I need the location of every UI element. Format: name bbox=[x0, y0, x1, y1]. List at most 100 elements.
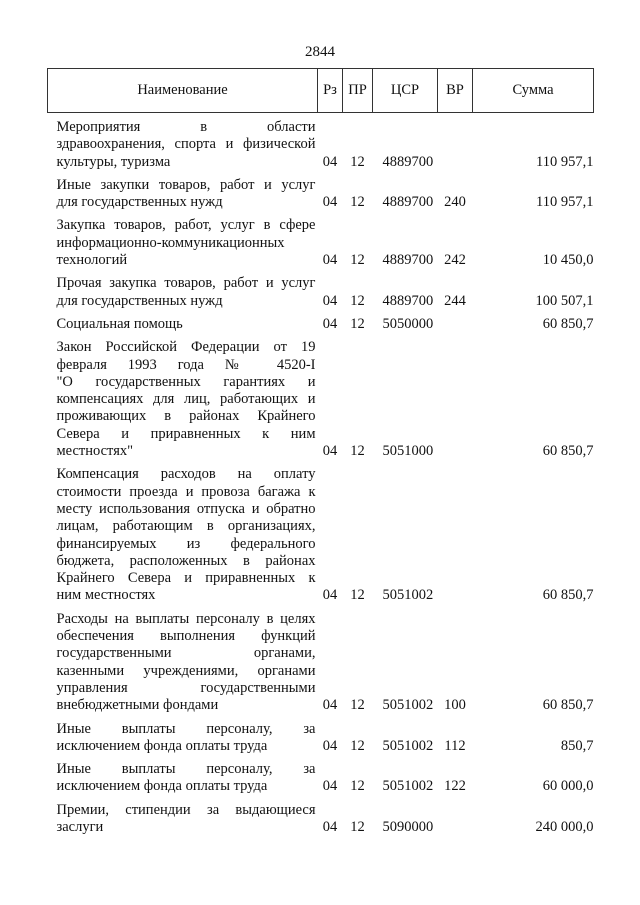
row-rz: 04 bbox=[322, 587, 338, 604]
header-rz: Рз bbox=[317, 68, 343, 113]
row-name: Иные закупки товаров, работ и услуг для г… bbox=[48, 171, 318, 212]
row-rz: 04 bbox=[322, 778, 338, 795]
row-name-line: Расходы на выплаты персоналу в целях bbox=[56, 610, 316, 627]
row-vr bbox=[438, 460, 473, 604]
row-csr: 4889700 bbox=[382, 153, 434, 170]
row-name-line: проживающих в районах Крайнего bbox=[56, 408, 316, 425]
row-pr: 12 bbox=[350, 252, 365, 269]
row-pr: 12 bbox=[350, 818, 365, 835]
row-sum: 60 850,7 bbox=[542, 443, 594, 460]
row-vr: 240 bbox=[444, 194, 466, 211]
row-csr: 5090000 bbox=[382, 818, 434, 835]
table-header: Наименование Рз ПР ЦСР ВР Сумма bbox=[47, 68, 594, 113]
table-row: Премии, стипендии за выдающиеся заслуги 04… bbox=[48, 796, 594, 837]
row-name-line: информационно-коммуникационных bbox=[56, 234, 285, 251]
table-row: Иные закупки товаров, работ и услуг для г… bbox=[48, 171, 594, 212]
row-csr: 5051000 bbox=[382, 443, 434, 460]
row-name-line: стоимости проезда и провоза багажа к bbox=[56, 483, 316, 500]
table-row: Мероприятия в области здравоохранения, сп… bbox=[48, 113, 594, 171]
row-sum: 110 957,1 bbox=[536, 194, 594, 211]
row-name-line: культуры, туризма bbox=[56, 153, 171, 170]
row-sum: 60 000,0 bbox=[542, 778, 594, 795]
row-name-line: Иные выплаты персоналу, за bbox=[56, 761, 316, 778]
row-name-line: заслуги bbox=[56, 818, 104, 835]
row-sum: 60 850,7 bbox=[542, 587, 594, 604]
row-pr: 12 bbox=[350, 587, 365, 604]
row-name: Иные выплаты персоналу, за исключением фо… bbox=[48, 755, 318, 796]
row-sum: 60 850,7 bbox=[542, 315, 594, 332]
row-name-line: компенсациях для лиц, работающих и bbox=[56, 391, 316, 408]
row-vr bbox=[438, 796, 473, 837]
row-name-line: месту использования отпуска и обратно bbox=[56, 500, 316, 517]
row-sum: 10 450,0 bbox=[542, 252, 594, 269]
row-sum: 110 957,1 bbox=[536, 153, 594, 170]
row-name-line: обеспечения выполнения функций bbox=[56, 628, 316, 645]
row-name-line: ним местностях bbox=[56, 587, 156, 604]
row-rz: 04 bbox=[322, 194, 338, 211]
row-vr: 244 bbox=[444, 292, 466, 309]
row-name-line: Закон Российской Федерации от 19 bbox=[56, 339, 316, 356]
row-vr: 242 bbox=[444, 252, 466, 269]
row-name-line: технологий bbox=[56, 252, 128, 269]
row-name-line: государственными органами, bbox=[56, 645, 316, 662]
row-csr: 5050000 bbox=[382, 315, 434, 332]
row-vr: 112 bbox=[444, 737, 466, 754]
table-row: Компенсация расходов на оплату стоимости … bbox=[48, 460, 594, 604]
row-sum: 240 000,0 bbox=[535, 818, 594, 835]
table-row: Прочая закупка товаров, работ и услуг для… bbox=[48, 269, 594, 310]
row-pr: 12 bbox=[350, 315, 365, 332]
row-csr: 5051002 bbox=[382, 737, 434, 754]
row-name-line: для государственных нужд bbox=[56, 194, 223, 211]
table-row: Расходы на выплаты персоналу в целях обес… bbox=[48, 605, 594, 715]
row-sum: 60 850,7 bbox=[542, 697, 594, 714]
row-name-line: Прочая закупка товаров, работ и услуг bbox=[56, 275, 316, 292]
row-name: Расходы на выплаты персоналу в целях обес… bbox=[48, 605, 318, 715]
row-pr: 12 bbox=[350, 194, 365, 211]
row-name-line: лицам, работающим в организациях, bbox=[56, 518, 316, 535]
row-name: Закон Российской Федерации от 19 февраля … bbox=[48, 333, 318, 460]
row-name-line: местностях" bbox=[56, 443, 134, 460]
row-rz: 04 bbox=[322, 737, 338, 754]
row-name-line: Иные закупки товаров, работ и услуг bbox=[56, 176, 316, 193]
row-name: Социальная помощь bbox=[48, 310, 318, 333]
row-name-line: Премии, стипендии за выдающиеся bbox=[56, 801, 316, 818]
row-pr: 12 bbox=[350, 292, 365, 309]
row-name-line: бюджета, расположенных в районах bbox=[56, 552, 316, 569]
row-name-line: февраля 1993 года № 4520-I bbox=[56, 356, 316, 373]
row-name-line: управления государственными bbox=[56, 679, 316, 696]
budget-table: Наименование Рз ПР ЦСР ВР Сумма Мероприя… bbox=[47, 68, 594, 836]
row-name: Мероприятия в области здравоохранения, сп… bbox=[48, 113, 318, 171]
row-pr: 12 bbox=[350, 153, 365, 170]
row-rz: 04 bbox=[322, 292, 338, 309]
row-rz: 04 bbox=[322, 818, 338, 835]
row-csr: 5051002 bbox=[382, 587, 434, 604]
header-sum: Сумма bbox=[472, 68, 594, 113]
row-vr bbox=[438, 113, 473, 171]
row-csr: 5051002 bbox=[382, 778, 434, 795]
row-name-line: Иные выплаты персоналу, за bbox=[56, 720, 316, 737]
row-csr: 4889700 bbox=[382, 194, 434, 211]
row-vr: 122 bbox=[444, 778, 466, 795]
row-vr: 100 bbox=[444, 697, 466, 714]
row-sum: 850,7 bbox=[560, 737, 594, 754]
row-name-line: Крайнего Севера и приравненных к bbox=[56, 570, 316, 587]
table-row: Иные выплаты персоналу, за исключением фо… bbox=[48, 755, 594, 796]
row-name-line: Севера и приравненных к ним bbox=[56, 425, 316, 442]
header-name: Наименование bbox=[47, 68, 318, 113]
row-name-line: Социальная помощь bbox=[56, 315, 183, 332]
table-row: Социальная помощь 04 12 5050000 60 850,7 bbox=[48, 310, 594, 333]
row-name: Прочая закупка товаров, работ и услуг для… bbox=[48, 269, 318, 310]
row-pr: 12 bbox=[350, 737, 365, 754]
row-name-line: Закупка товаров, работ, услуг в сфере bbox=[56, 217, 316, 234]
row-name-line: финансируемых из федерального bbox=[56, 535, 316, 552]
row-rz: 04 bbox=[322, 697, 338, 714]
row-csr: 4889700 bbox=[382, 252, 434, 269]
row-name-line: для государственных нужд bbox=[56, 292, 223, 309]
row-name-line: "О государственных гарантиях и bbox=[56, 373, 316, 390]
row-name: Премии, стипендии за выдающиеся заслуги bbox=[48, 796, 318, 837]
row-pr: 12 bbox=[350, 697, 365, 714]
row-sum: 100 507,1 bbox=[535, 292, 594, 309]
table-row: Закон Российской Федерации от 19 февраля … bbox=[48, 333, 594, 460]
row-vr bbox=[438, 333, 473, 460]
